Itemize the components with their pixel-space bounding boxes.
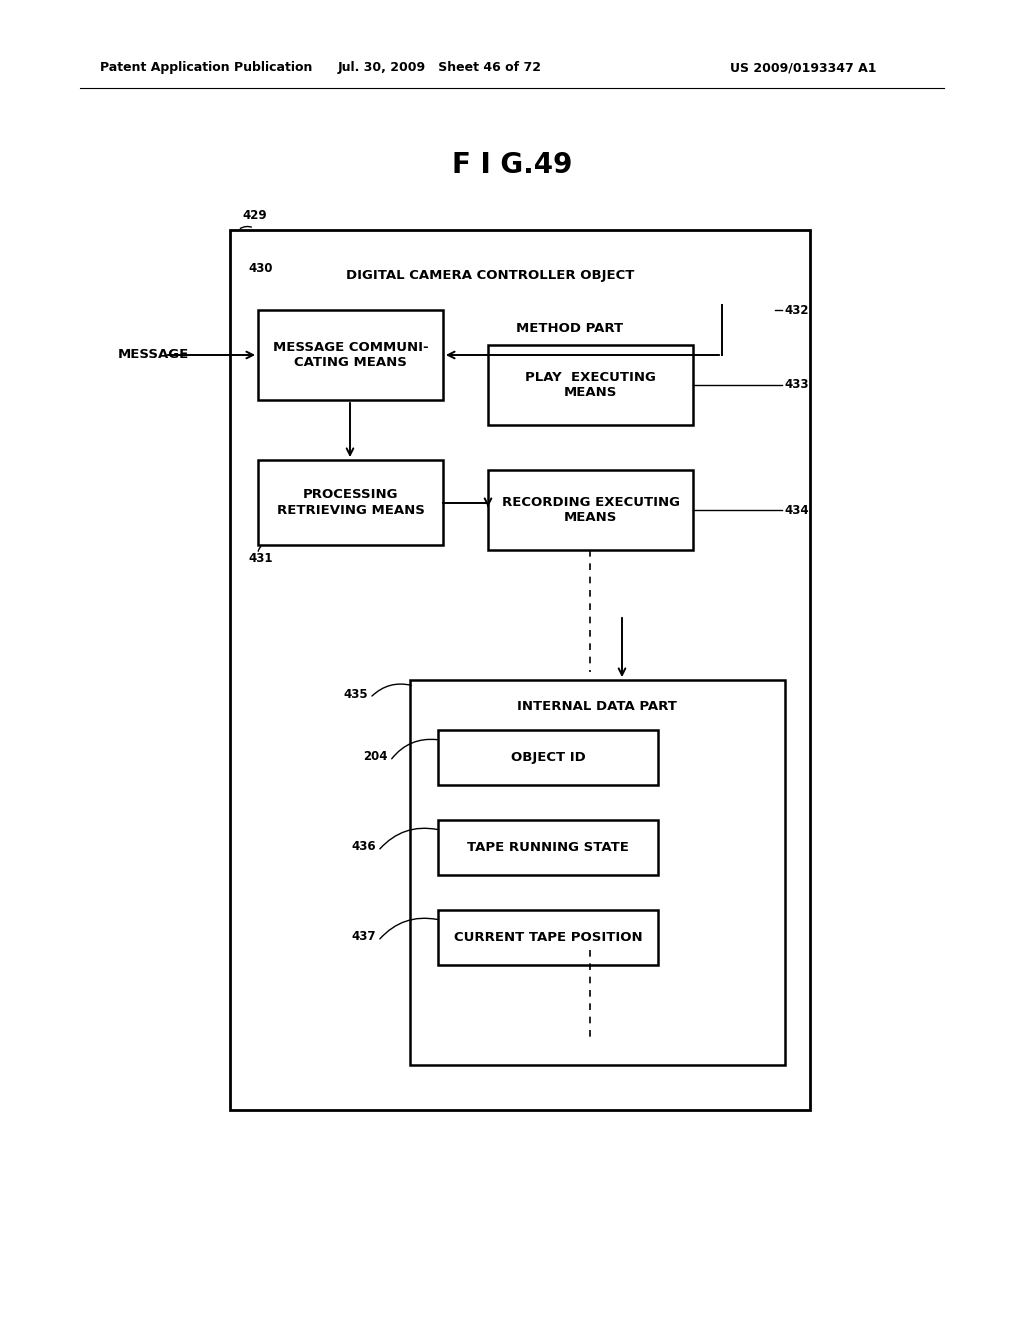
Text: CURRENT TAPE POSITION: CURRENT TAPE POSITION [454, 931, 642, 944]
Text: 431: 431 [248, 552, 272, 565]
Text: PROCESSING
RETRIEVING MEANS: PROCESSING RETRIEVING MEANS [276, 488, 424, 516]
Text: Patent Application Publication: Patent Application Publication [100, 62, 312, 74]
Text: F I G.49: F I G.49 [452, 150, 572, 180]
Text: 433: 433 [784, 379, 809, 392]
Text: Jul. 30, 2009   Sheet 46 of 72: Jul. 30, 2009 Sheet 46 of 72 [338, 62, 542, 74]
Text: US 2009/0193347 A1: US 2009/0193347 A1 [730, 62, 877, 74]
Text: 204: 204 [364, 751, 388, 763]
Text: 430: 430 [248, 261, 272, 275]
Text: 436: 436 [351, 841, 376, 854]
Text: TAPE RUNNING STATE: TAPE RUNNING STATE [467, 841, 629, 854]
Text: RECORDING EXECUTING
MEANS: RECORDING EXECUTING MEANS [502, 496, 680, 524]
Bar [230, 230, 810, 1110]
Bar [488, 345, 693, 425]
Bar [438, 820, 658, 875]
Text: PLAY  EXECUTING
MEANS: PLAY EXECUTING MEANS [525, 371, 656, 399]
Text: INTERNAL DATA PART: INTERNAL DATA PART [517, 700, 677, 713]
Bar [258, 459, 443, 545]
Text: 429: 429 [242, 209, 266, 222]
Text: MESSAGE: MESSAGE [118, 348, 189, 362]
Text: DIGITAL CAMERA CONTROLLER OBJECT: DIGITAL CAMERA CONTROLLER OBJECT [346, 268, 634, 281]
Text: METHOD PART: METHOD PART [516, 322, 624, 334]
Text: 435: 435 [343, 688, 368, 701]
Bar [438, 730, 658, 785]
Bar [410, 680, 785, 1065]
Bar [438, 909, 658, 965]
Text: 437: 437 [351, 931, 376, 944]
Bar [470, 305, 775, 615]
Bar [258, 310, 443, 400]
Text: 432: 432 [784, 304, 809, 317]
Text: 434: 434 [784, 503, 809, 516]
Text: MESSAGE COMMUNI-
CATING MEANS: MESSAGE COMMUNI- CATING MEANS [272, 341, 428, 370]
Text: OBJECT ID: OBJECT ID [511, 751, 586, 764]
Bar [488, 470, 693, 550]
